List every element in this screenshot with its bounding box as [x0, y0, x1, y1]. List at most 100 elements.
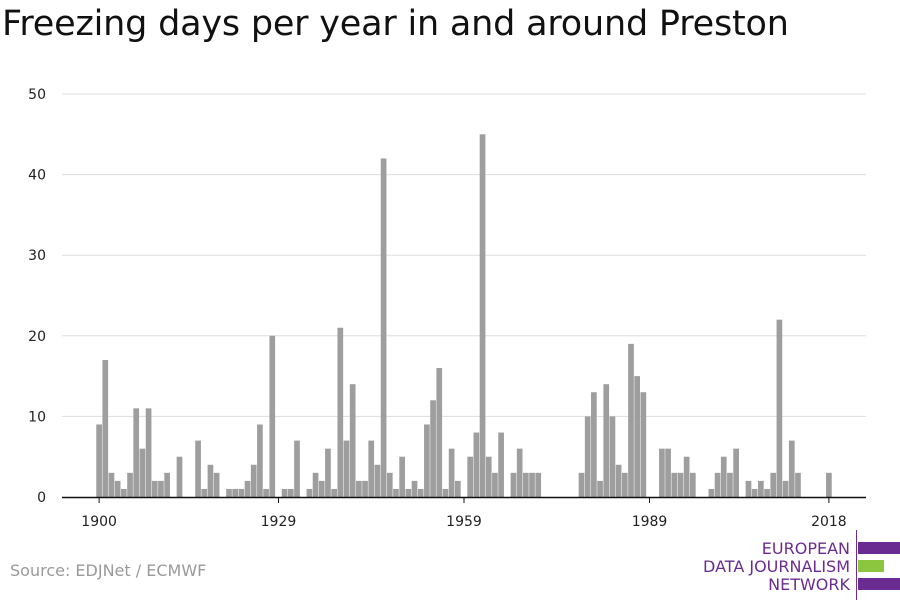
bar-1908 — [145, 408, 152, 497]
bar-1949 — [399, 456, 405, 497]
bar-1916 — [195, 440, 201, 497]
y-tick-labels: 0 10 20 30 40 50 — [28, 87, 46, 506]
bar-2000 — [714, 472, 721, 497]
bar-1996 — [689, 472, 696, 497]
bar-1986 — [628, 343, 634, 497]
bar-1942 — [356, 480, 362, 497]
bar-1932 — [294, 440, 300, 497]
bar-1940 — [343, 440, 350, 497]
bar-1991 — [659, 448, 665, 497]
bar-2018 — [826, 472, 832, 497]
bar-1951 — [411, 480, 418, 497]
bar-1917 — [201, 488, 208, 497]
y-tick-label: 40 — [28, 168, 46, 184]
bar-2008 — [764, 488, 770, 497]
bar-2007 — [758, 480, 764, 497]
bar-1962 — [479, 134, 486, 498]
bar-2003 — [733, 448, 739, 497]
bar-2010 — [776, 319, 783, 497]
bar-1904 — [121, 488, 127, 497]
bars — [96, 134, 832, 498]
bar-1924 — [244, 480, 251, 497]
bar-1943 — [362, 480, 368, 497]
bar-1931 — [287, 488, 294, 497]
bar-1903 — [114, 480, 121, 497]
bar-1910 — [158, 480, 164, 497]
bar-2002 — [727, 472, 733, 497]
bar-2001 — [720, 456, 727, 497]
bar-1978 — [578, 472, 585, 497]
bar-1980 — [591, 392, 597, 497]
bar-1958 — [454, 480, 461, 497]
y-tick-label: 50 — [28, 87, 46, 103]
bar-1901 — [102, 359, 109, 497]
bar-1905 — [127, 472, 133, 497]
bar-1909 — [151, 480, 158, 497]
bar-1926 — [257, 424, 263, 497]
bar-1969 — [523, 472, 529, 497]
bar-1995 — [683, 456, 690, 497]
logo-bar-green — [858, 560, 884, 572]
logo-bar-purple-bottom — [858, 578, 900, 590]
bar-1918 — [207, 464, 214, 497]
bar-2012 — [788, 440, 795, 497]
x-tick-label: 1929 — [261, 514, 297, 530]
bar-1970 — [529, 472, 535, 497]
bar-1954 — [430, 400, 436, 497]
bar-2006 — [751, 488, 758, 497]
bar-1984 — [615, 464, 622, 497]
bar-1967 — [510, 472, 517, 497]
bar-1927 — [263, 488, 269, 497]
bar-2005 — [745, 480, 752, 497]
logo-line-european: EUROPEAN — [761, 539, 850, 558]
bar-1971 — [535, 472, 542, 497]
bar-1981 — [597, 480, 603, 497]
bar-1913 — [176, 456, 183, 497]
x-tick-labels: 1900 1929 1959 1989 2018 — [81, 514, 846, 530]
logo-divider — [856, 530, 857, 600]
bar-1946 — [380, 158, 387, 498]
bar-1957 — [448, 448, 455, 497]
x-tick-label: 1959 — [446, 514, 482, 530]
logo-line-network: NETWORK — [768, 575, 850, 594]
bar-1936 — [318, 480, 325, 497]
bar-1947 — [386, 472, 393, 497]
bar-1956 — [442, 488, 449, 497]
bar-1911 — [164, 472, 170, 497]
bar-1935 — [312, 472, 319, 497]
bar-1938 — [331, 488, 337, 497]
y-tick-label: 20 — [28, 329, 46, 345]
bar-1992 — [665, 448, 671, 497]
bar-1939 — [337, 327, 344, 497]
bar-1953 — [424, 424, 430, 497]
bar-1948 — [393, 488, 399, 497]
bar-1985 — [621, 472, 628, 497]
x-tick-label: 1900 — [81, 514, 117, 530]
y-tick-label: 10 — [28, 409, 46, 425]
x-tick-label: 1989 — [632, 514, 668, 530]
bar-1961 — [473, 432, 480, 497]
bar-2009 — [770, 472, 777, 497]
x-tick-label: 2018 — [811, 514, 847, 530]
bar-1934 — [306, 488, 313, 497]
bar-1988 — [640, 392, 647, 497]
logo-bar-purple-top — [858, 542, 900, 554]
bar-1907 — [139, 448, 146, 497]
source-note: Source: EDJNet / ECMWF — [10, 561, 207, 580]
bar-1964 — [492, 472, 498, 497]
bar-1993 — [671, 472, 678, 497]
bar-1941 — [349, 384, 356, 497]
y-tick-label: 30 — [28, 248, 46, 264]
bar-1930 — [281, 488, 288, 497]
bar-1994 — [677, 472, 684, 497]
edjnet-logo: EUROPEAN DATA JOURNALISM NETWORK — [700, 530, 900, 600]
bar-1945 — [374, 464, 381, 497]
chart-title: Freezing days per year in and around Pre… — [2, 4, 789, 44]
bar-1952 — [417, 488, 424, 497]
bar-1922 — [232, 488, 239, 497]
bar-1968 — [516, 448, 523, 497]
gridlines — [62, 93, 866, 417]
bar-1965 — [498, 432, 504, 497]
bar-1955 — [436, 368, 443, 497]
